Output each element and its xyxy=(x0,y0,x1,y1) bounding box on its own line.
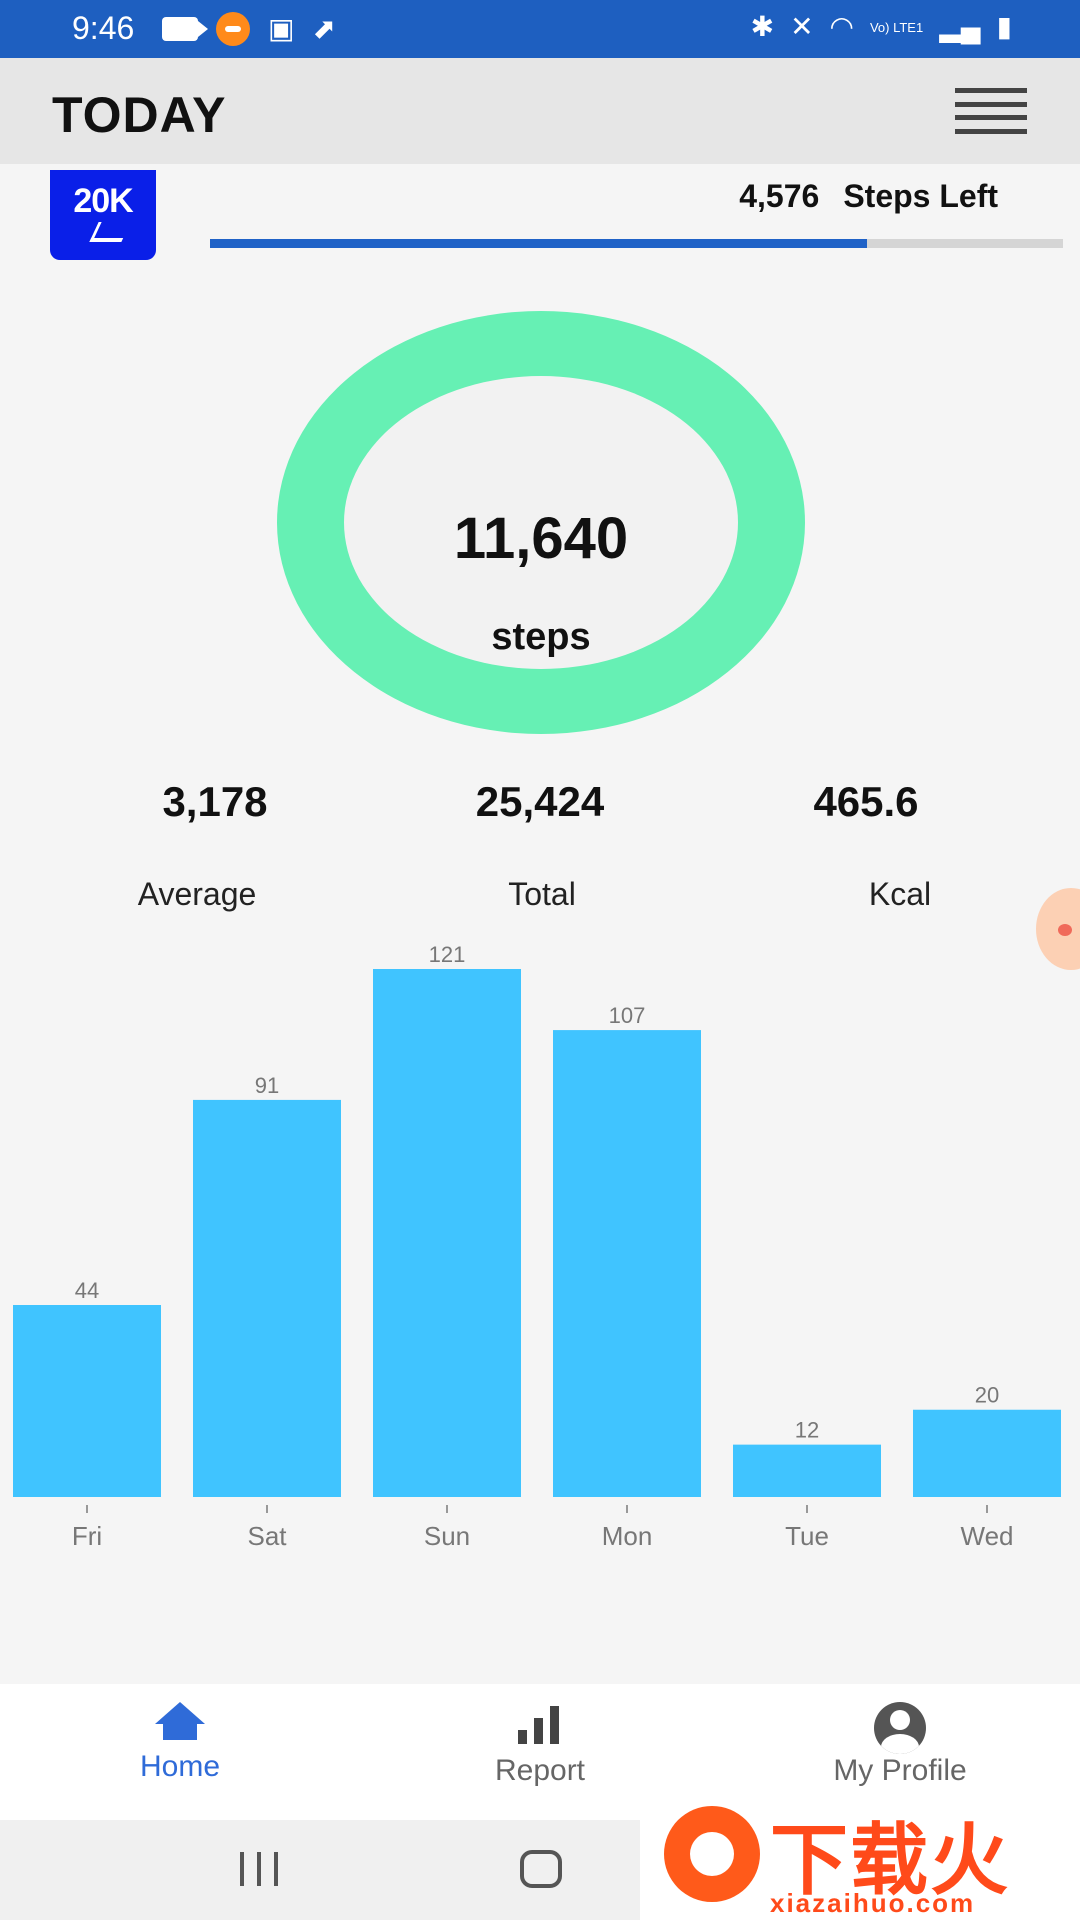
chart-value-label: 44 xyxy=(75,1278,99,1303)
chart-category-label: Tue xyxy=(785,1521,829,1551)
chart-category-label: Wed xyxy=(961,1521,1014,1551)
status-bar: 9:46 ▣ ⬈ ✱ ✕ ◠ Vo) LTE1 ▂▄ ▮ xyxy=(0,0,1080,58)
stat-average-label: Average xyxy=(137,876,257,912)
chart-bar-sun xyxy=(373,969,521,1497)
mute-icon: ✕ xyxy=(790,11,814,42)
chart-value-label: 107 xyxy=(609,1003,646,1028)
chart-value-label: 12 xyxy=(795,1418,819,1443)
steps-ring: 11,640 steps xyxy=(277,311,805,734)
status-right-icons: ✱ ✕ ◠ Vo) LTE1 ▂▄ ▮ xyxy=(751,10,1012,44)
steps-unit-label: steps xyxy=(491,616,591,658)
bar-chart-icon xyxy=(518,1706,562,1744)
video-camera-icon xyxy=(162,17,208,41)
app-bar: TODAY xyxy=(0,58,1080,164)
chart-category-label: Mon xyxy=(602,1521,653,1551)
stat-total-label: Total xyxy=(508,876,576,912)
nav-report-label: Report xyxy=(494,1754,586,1787)
stat-kcal-value: 465.6 xyxy=(813,778,919,825)
chart-bar-wed xyxy=(913,1409,1061,1497)
goal-badge-text: 20K xyxy=(73,182,133,220)
status-time: 9:46 xyxy=(72,10,135,46)
profile-icon xyxy=(874,1702,926,1754)
screen-record-icon xyxy=(216,12,250,46)
goal-badge[interactable]: 20K xyxy=(50,170,156,260)
recent-apps-icon[interactable] xyxy=(240,1852,278,1886)
lte-icon: Vo) LTE1 xyxy=(869,19,924,35)
nav-home-label: Home xyxy=(139,1750,221,1783)
goal-progress-fill xyxy=(210,239,867,248)
chart-category-label: Sat xyxy=(247,1521,287,1551)
shoe-icon: ⬈ xyxy=(312,13,336,44)
battery-icon: ▮ xyxy=(996,11,1012,42)
wifi-icon: ◠ xyxy=(829,11,854,42)
hamburger-menu-icon[interactable] xyxy=(955,88,1027,134)
steps-left-label: Steps Left xyxy=(843,178,998,214)
signal-icon: ▂▄ xyxy=(939,11,981,42)
chart-bar-sat xyxy=(193,1099,341,1497)
steps-count: 11,640 xyxy=(453,506,629,571)
watermark-text: 下载火 xyxy=(770,1816,1011,1906)
watermark-url: xiazaihuo.com xyxy=(770,1888,976,1918)
chart-bar-mon xyxy=(553,1030,701,1497)
system-home-icon[interactable] xyxy=(520,1850,562,1888)
nav-profile[interactable]: My Profile xyxy=(790,1684,1010,1820)
chart-category-label: Fri xyxy=(72,1521,102,1551)
status-left-icons: ▣ ⬈ xyxy=(162,12,336,46)
shoe-icon xyxy=(89,222,131,242)
watermark: 下载火 xiazaihuo.com xyxy=(640,1790,1080,1920)
stat-kcal-label: Kcal xyxy=(868,876,932,912)
chart-value-label: 20 xyxy=(975,1383,999,1408)
home-icon xyxy=(155,1702,205,1746)
nav-home[interactable]: Home xyxy=(80,1684,280,1820)
chart-bar-tue xyxy=(733,1444,881,1497)
chart-bar-fri xyxy=(13,1305,161,1497)
bluetooth-icon: ✱ xyxy=(750,11,775,42)
watermark-logo xyxy=(664,1806,760,1902)
goal-progress-bar xyxy=(210,239,1063,248)
chart-category-label: Sun xyxy=(424,1521,470,1551)
nav-profile-label: My Profile xyxy=(833,1754,967,1787)
clipboard-icon: ▣ xyxy=(268,13,295,44)
stat-average-value: 3,178 xyxy=(162,778,268,825)
chart-value-label: 91 xyxy=(255,1073,279,1098)
stat-total-value: 25,424 xyxy=(475,778,605,825)
steps-left: 4,576 Steps Left xyxy=(739,178,998,215)
steps-ring-center: 11,640 steps xyxy=(344,376,738,669)
weekly-steps-chart: 44 Fri 91 Sat 121 Sun 107 Mon 12 Tue 20 Wed xyxy=(13,942,1061,1551)
steps-left-count: 4,576 xyxy=(739,178,820,214)
chart-value-label: 121 xyxy=(429,942,466,967)
page-title: TODAY xyxy=(52,87,227,143)
nav-report[interactable]: Report xyxy=(440,1684,640,1820)
